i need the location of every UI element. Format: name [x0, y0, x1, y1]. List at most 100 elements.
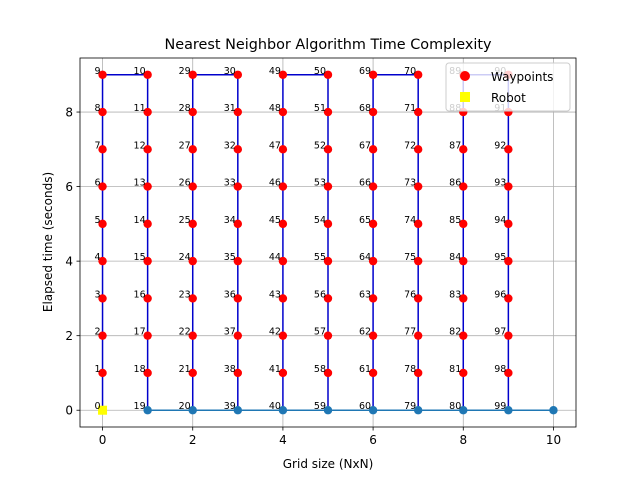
waypoint-index-label: 71 [404, 103, 416, 114]
waypoint-marker [278, 219, 288, 229]
waypoint-index-label: 34 [224, 215, 236, 226]
return-path-point [188, 406, 197, 415]
waypoint-marker [278, 107, 288, 117]
waypoint-index-label: 53 [314, 178, 326, 189]
waypoint-marker [188, 368, 197, 378]
waypoint-index-label: 6 [94, 178, 100, 189]
waypoint-index-label: 96 [494, 289, 506, 300]
return-path-point [413, 406, 423, 415]
waypoint-index-label: 80 [449, 401, 461, 412]
waypoint-index-label: 72 [404, 140, 416, 151]
waypoint-index-label: 61 [359, 364, 371, 375]
waypoint-index-label: 30 [224, 66, 236, 77]
waypoint-marker [368, 368, 378, 378]
waypoint-index-label: 26 [179, 178, 191, 189]
waypoint-marker [413, 182, 423, 191]
y-tick-label: 8 [65, 106, 73, 120]
waypoint-index-label: 2 [94, 327, 100, 338]
waypoint-index-label: 36 [224, 289, 236, 300]
waypoint-markers [98, 70, 513, 415]
waypoint-marker [143, 145, 152, 154]
waypoint-marker [459, 182, 468, 191]
waypoint-index-label: 49 [269, 66, 281, 77]
waypoint-marker [233, 107, 243, 117]
waypoint-index-label: 21 [179, 364, 191, 375]
waypoint-marker [459, 331, 468, 340]
waypoint-index-label: 29 [179, 66, 191, 77]
waypoint-marker [143, 70, 152, 79]
waypoint-marker [143, 368, 152, 378]
return-path-point [233, 406, 243, 415]
waypoint-marker [278, 331, 288, 340]
waypoint-marker [368, 145, 378, 154]
waypoint-index-label: 85 [449, 215, 461, 226]
waypoint-index-label: 76 [404, 289, 416, 300]
waypoint-index-label: 23 [179, 289, 191, 300]
x-tick-label: 4 [279, 433, 287, 447]
waypoint-index-label: 15 [134, 252, 146, 263]
waypoint-marker [278, 368, 288, 378]
waypoint-index-label: 54 [314, 215, 326, 226]
waypoint-index-label: 33 [224, 178, 236, 189]
chart-title: Nearest Neighbor Algorithm Time Complexi… [164, 37, 492, 53]
waypoint-index-label: 46 [269, 178, 281, 189]
waypoint-marker [233, 368, 243, 378]
waypoint-marker [413, 256, 423, 266]
waypoint-index-label: 82 [449, 327, 461, 338]
waypoint-marker [413, 145, 423, 154]
waypoint-marker [98, 256, 107, 266]
waypoint-marker [233, 70, 243, 79]
waypoint-marker [504, 294, 513, 303]
waypoint-index-label: 12 [134, 140, 146, 151]
waypoint-index-label: 59 [314, 401, 326, 412]
waypoint-index-label: 84 [449, 252, 461, 263]
waypoint-marker [368, 219, 378, 229]
waypoint-index-label: 60 [359, 401, 371, 412]
legend: Waypoints Robot [445, 62, 571, 112]
waypoint-index-label: 58 [314, 364, 326, 375]
waypoint-marker [98, 182, 107, 191]
waypoint-marker [188, 145, 197, 154]
waypoint-marker [413, 331, 423, 340]
waypoint-marker [188, 219, 197, 229]
waypoint-index-label: 95 [494, 252, 506, 263]
waypoint-marker [413, 70, 423, 79]
waypoint-index-label: 98 [494, 364, 506, 375]
waypoint-marker [368, 182, 378, 191]
y-tick-label: 2 [65, 329, 73, 343]
waypoint-index-label: 11 [134, 103, 146, 114]
waypoint-marker [504, 219, 513, 229]
waypoint-marker [98, 145, 107, 154]
waypoint-marker [323, 256, 333, 266]
waypoint-index-label: 48 [269, 103, 281, 114]
waypoint-index-label: 56 [314, 289, 326, 300]
waypoint-marker [413, 368, 423, 378]
waypoint-index-label: 4 [94, 252, 100, 263]
return-path-point [504, 406, 513, 415]
waypoint-index-label: 68 [359, 103, 371, 114]
waypoint-index-label: 0 [94, 401, 100, 412]
waypoint-index-label: 32 [224, 140, 236, 151]
waypoint-index-label: 94 [494, 215, 506, 226]
waypoint-index-label: 78 [404, 364, 416, 375]
return-path-point [459, 406, 468, 415]
waypoint-index-label: 44 [269, 252, 281, 263]
waypoint-index-label: 83 [449, 289, 461, 300]
return-path-point [549, 406, 558, 415]
waypoint-marker [98, 70, 107, 79]
waypoint-index-label: 35 [224, 252, 236, 263]
waypoint-marker [233, 294, 243, 303]
waypoint-marker [188, 294, 197, 303]
waypoint-index-label: 51 [314, 103, 326, 114]
waypoint-marker [278, 294, 288, 303]
path-lines [101, 74, 558, 415]
waypoint-index-label: 14 [134, 215, 146, 226]
waypoint-index-label: 86 [449, 178, 461, 189]
waypoint-index-label: 24 [179, 252, 191, 263]
waypoint-marker [368, 70, 378, 79]
waypoint-marker [504, 145, 513, 154]
waypoint-index-label: 17 [134, 327, 146, 338]
waypoint-marker [459, 368, 468, 378]
